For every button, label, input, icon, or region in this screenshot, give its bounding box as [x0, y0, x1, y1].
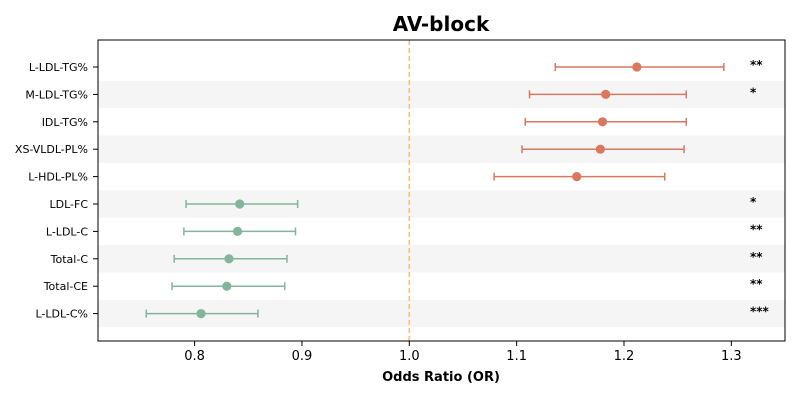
- significance-stars: ***: [750, 305, 770, 319]
- row-label: LDL-FC: [49, 198, 88, 211]
- or-point: [235, 199, 245, 209]
- x-tick-label: 0.9: [292, 349, 313, 364]
- or-point: [601, 89, 611, 99]
- forest-row: IDL-TG%: [42, 116, 687, 129]
- x-axis: 0.8 0.9 1.0 1.1 1.2 1.3: [184, 341, 742, 364]
- row-label: Total-CE: [43, 280, 88, 293]
- row-label: Total-C: [50, 253, 89, 266]
- row-label: L-LDL-C%: [35, 308, 88, 321]
- or-point: [572, 172, 582, 182]
- forest-row: L-LDL-TG% **: [29, 58, 763, 74]
- data-rows: L-LDL-TG% ** M-LDL-TG% * IDL-TG% XS-VLDL-PL% L…: [15, 58, 770, 321]
- forest-row: Total-C **: [50, 250, 764, 266]
- row-label: IDL-TG%: [42, 116, 88, 129]
- significance-stars: **: [750, 277, 763, 291]
- significance-stars: *: [750, 85, 757, 99]
- significance-stars: **: [750, 58, 763, 72]
- x-tick-label: 1.2: [614, 349, 635, 364]
- x-tick-label: 1.3: [721, 349, 742, 364]
- or-point: [224, 254, 234, 264]
- forest-row: Total-CE **: [43, 277, 764, 293]
- row-label: XS-VLDL-PL%: [15, 143, 88, 156]
- chart-title: AV-block: [393, 12, 490, 36]
- forest-row: LDL-FC *: [49, 195, 757, 211]
- forest-row: XS-VLDL-PL%: [15, 143, 685, 156]
- forest-row: M-LDL-TG% *: [25, 85, 757, 101]
- x-axis-label: Odds Ratio (OR): [382, 370, 500, 385]
- forest-row: L-HDL-PL%: [28, 171, 666, 184]
- forest-row: L-LDL-C% ***: [35, 305, 769, 321]
- forest-row: L-LDL-C **: [46, 222, 763, 238]
- or-point: [222, 281, 232, 291]
- significance-stars: **: [750, 250, 763, 264]
- or-point: [632, 62, 642, 72]
- x-tick-label: 1.1: [506, 349, 527, 364]
- significance-stars: **: [750, 222, 763, 236]
- significance-stars: *: [750, 195, 757, 209]
- row-label: L-LDL-C: [46, 225, 88, 238]
- x-tick-label: 1.0: [399, 349, 420, 364]
- row-label: L-HDL-PL%: [28, 171, 88, 184]
- or-point: [597, 117, 608, 127]
- plot-frame: [97, 39, 786, 342]
- row-label: M-LDL-TG%: [25, 88, 88, 101]
- row-label: L-LDL-TG%: [29, 61, 88, 74]
- or-point: [595, 144, 605, 154]
- x-tick-label: 0.8: [184, 349, 205, 364]
- or-point: [232, 226, 243, 236]
- or-point: [196, 309, 206, 319]
